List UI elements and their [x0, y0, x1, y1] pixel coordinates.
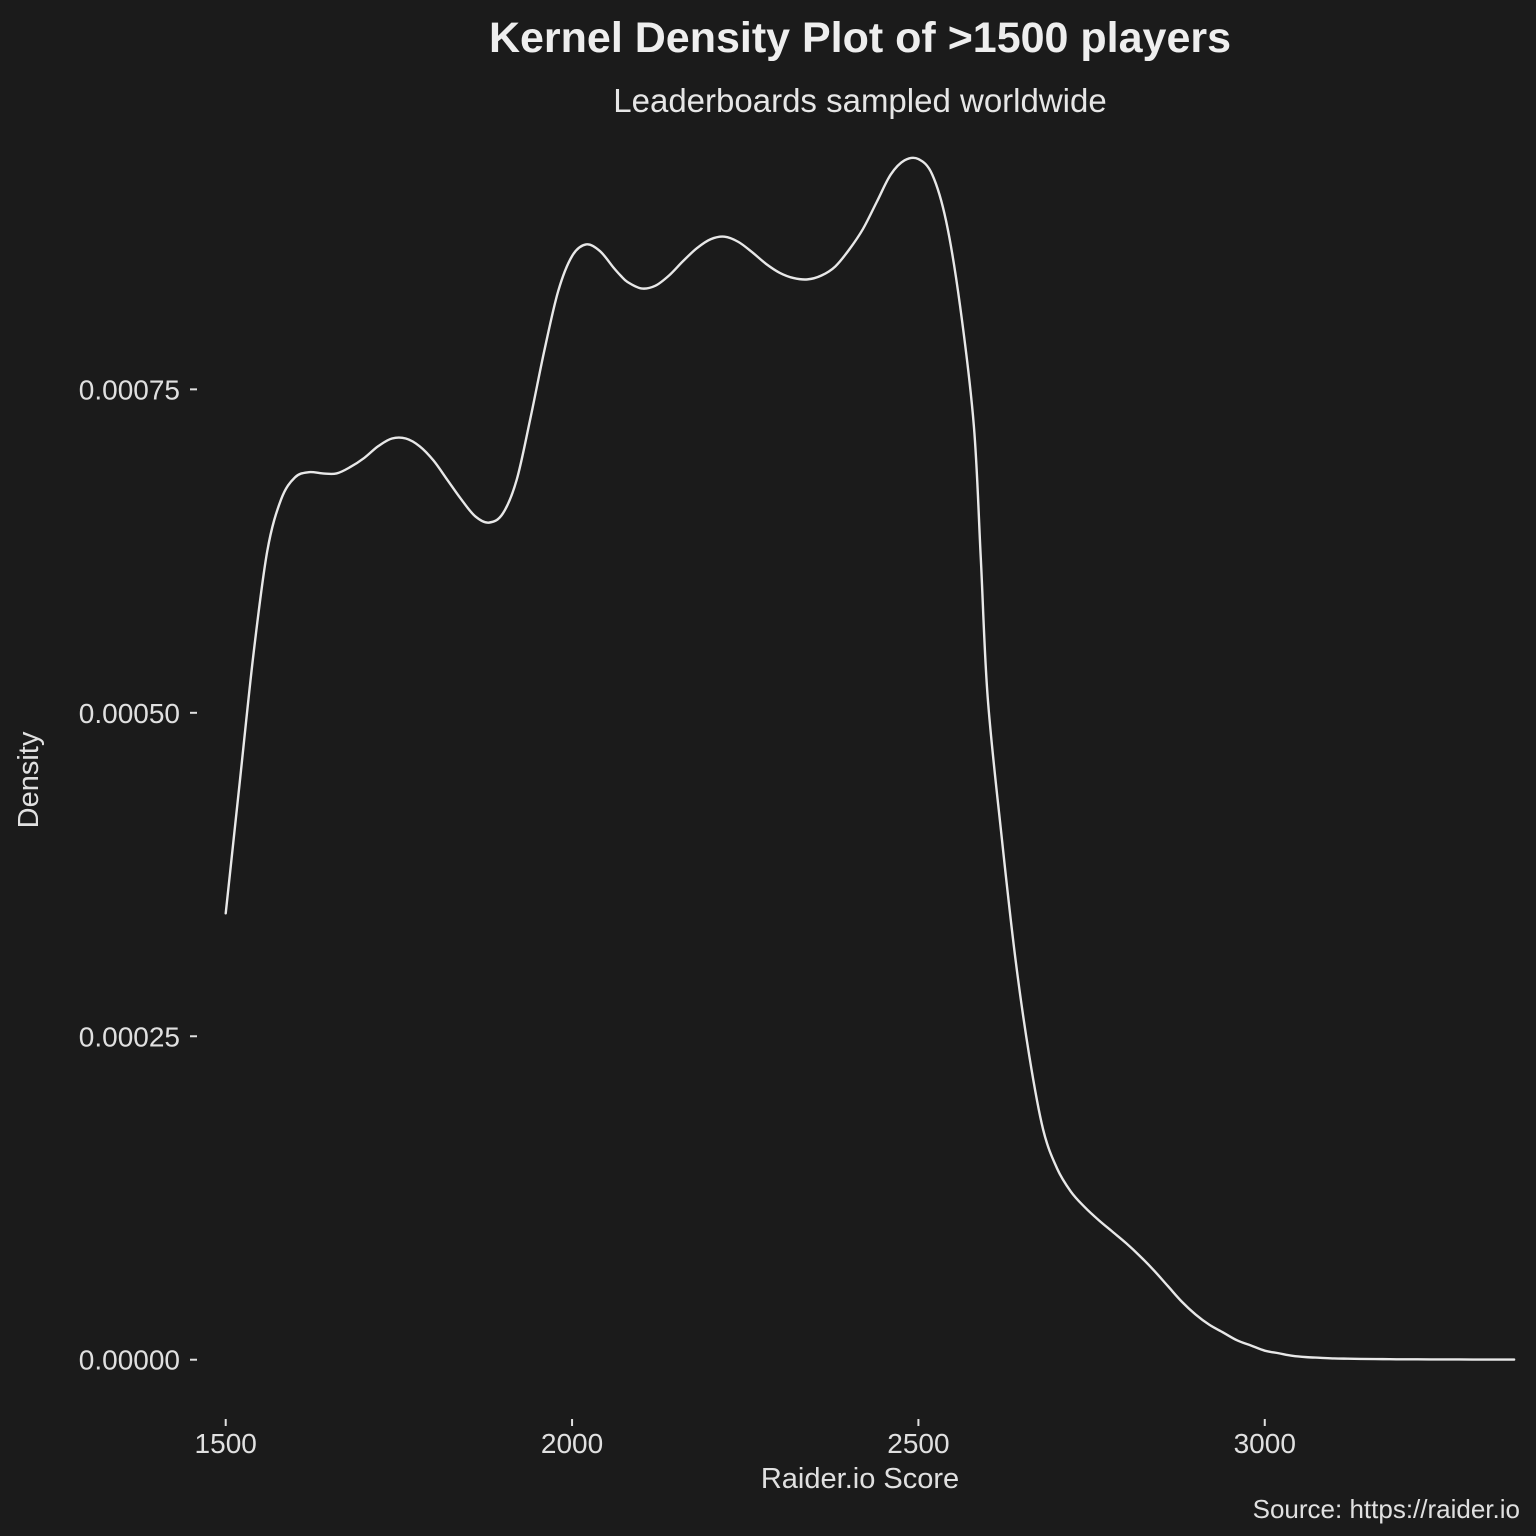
x-tick-label: 2000 [541, 1428, 603, 1459]
y-axis-title: Density [13, 731, 45, 828]
x-tick-label: 3000 [1234, 1428, 1296, 1459]
y-tick-label: 0.00075 [79, 374, 180, 405]
density-curve [224, 156, 1516, 1361]
chart-title: Kernel Density Plot of >1500 players [489, 14, 1231, 62]
x-tick-label: 1500 [195, 1428, 257, 1459]
source-caption: Source: https://raider.io [1253, 1494, 1520, 1524]
y-axis: 0.00000 0.00025 0.00050 0.00075 [79, 374, 197, 1376]
chart-subtitle: Leaderboards sampled worldwide [613, 82, 1106, 119]
x-axis-title: Raider.io Score [761, 1463, 959, 1495]
x-tick-label: 2500 [887, 1428, 949, 1459]
y-tick-label: 0.00025 [79, 1021, 180, 1052]
x-axis: 1500 2000 2500 3000 [195, 1419, 1296, 1459]
y-tick-label: 0.00000 [79, 1345, 180, 1376]
y-tick-label: 0.00050 [79, 698, 180, 729]
